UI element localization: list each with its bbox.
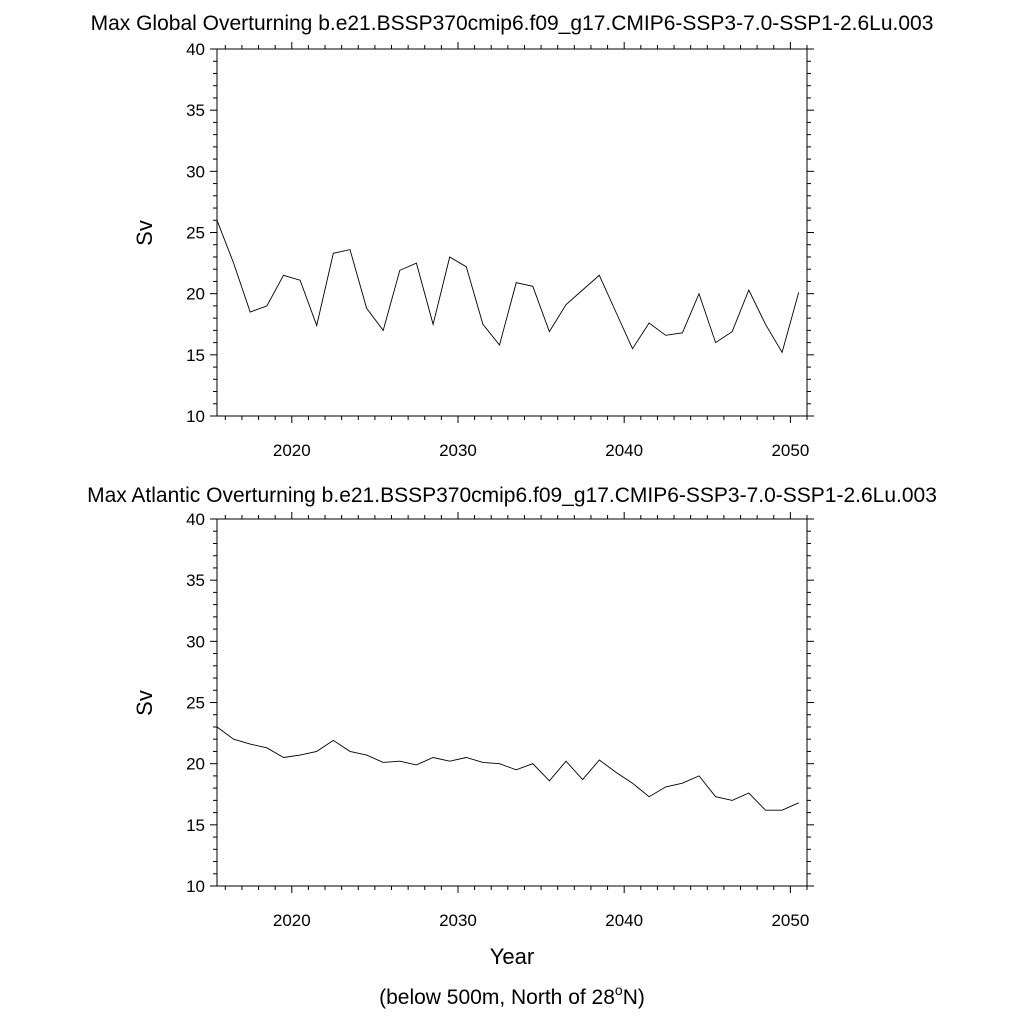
footnote-suffix: N)	[623, 986, 645, 1009]
plot-frame	[216, 518, 808, 887]
plot-area: 10 15 20 25 30 35 40 2020 2030 2040 2050	[186, 510, 814, 930]
footnote-superscript: o	[615, 982, 623, 998]
x-tick-label: 2020	[273, 911, 311, 930]
global-overturning-panel: Max Global Overturning b.e21.BSSP370cmip…	[91, 12, 934, 460]
x-tick-label: 2040	[605, 911, 643, 930]
x-tick-label: 2020	[273, 441, 311, 460]
y-tick-label: 25	[186, 694, 205, 713]
x-tick-label: 2040	[605, 441, 643, 460]
y-tick-label: 40	[186, 40, 205, 59]
plot-frame	[216, 48, 808, 417]
footnote-prefix: (below 500m, North of 28	[379, 986, 615, 1009]
y-tick-label: 25	[186, 224, 205, 243]
y-tick-label: 20	[186, 755, 205, 774]
x-tick-label: 2030	[439, 441, 477, 460]
y-tick-label: 30	[186, 162, 205, 181]
series-line	[216, 726, 799, 811]
series-line	[216, 220, 800, 354]
y-tick-label: 30	[186, 632, 205, 651]
x-axis-label: Year	[490, 944, 534, 969]
x-tick-label: 2030	[439, 911, 477, 930]
x-tick-label: 2050	[771, 441, 809, 460]
y-tick-label: 35	[186, 101, 205, 120]
y-tick-label: 10	[186, 407, 205, 426]
y-tick-label: 10	[186, 877, 205, 896]
footnote: (below 500m, North of 28oN)	[379, 982, 645, 1009]
plot-area: 10 15 20 25 30 35 40 2020 2030 2040 2050	[186, 40, 814, 460]
y-tick-label: 20	[186, 285, 205, 304]
chart-title: Max Atlantic Overturning b.e21.BSSP370cm…	[87, 484, 937, 507]
y-axis-label: Sv	[132, 690, 157, 716]
y-tick-label: 40	[186, 510, 205, 529]
y-tick-label: 15	[186, 346, 205, 365]
y-axis-label: Sv	[132, 220, 157, 246]
y-tick-label: 35	[186, 571, 205, 590]
x-tick-label: 2050	[771, 911, 809, 930]
chart-title: Max Global Overturning b.e21.BSSP370cmip…	[91, 12, 934, 35]
y-tick-label: 15	[186, 816, 205, 835]
atlantic-overturning-panel: Max Atlantic Overturning b.e21.BSSP370cm…	[87, 484, 937, 969]
